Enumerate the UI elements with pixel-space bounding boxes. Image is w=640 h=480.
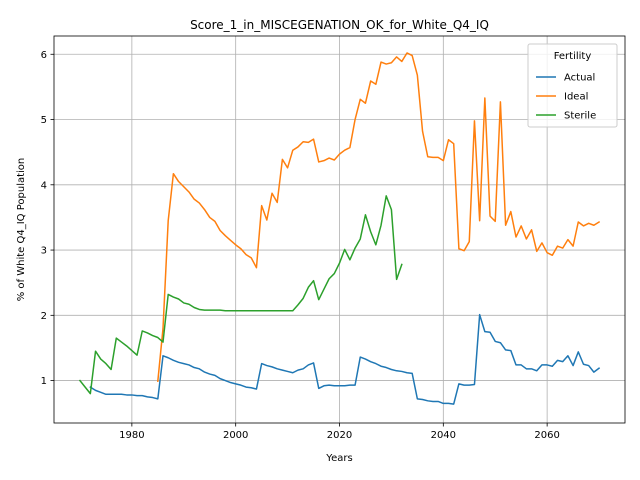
x-axis: 1980 2000 2020 2040 2060 bbox=[119, 423, 560, 441]
y-axis-label: % of White Q4_IQ Population bbox=[16, 158, 27, 302]
y-tick-label: 5 bbox=[41, 115, 47, 126]
y-tick-label: 2 bbox=[41, 311, 47, 322]
x-tick-label: 1980 bbox=[119, 430, 144, 441]
x-tick-label: 2020 bbox=[327, 430, 352, 441]
x-axis-label: Years bbox=[325, 453, 352, 464]
legend-box bbox=[527, 43, 618, 128]
legend-label: Ideal bbox=[564, 92, 588, 103]
series-line-ideal bbox=[157, 52, 601, 383]
x-tick-label: 2040 bbox=[431, 430, 456, 441]
legend-label: Sterile bbox=[564, 111, 596, 122]
series-line-sterile bbox=[78, 195, 403, 395]
chart-title: Score_1_in_MISCEGENATION_OK_for_White_Q4… bbox=[190, 18, 489, 32]
legend-item-ideal: Ideal bbox=[536, 92, 588, 103]
y-tick-label: 1 bbox=[41, 376, 47, 387]
x-tick-label: 2000 bbox=[223, 430, 248, 441]
y-axis: 1 2 3 4 5 6 bbox=[41, 50, 54, 387]
legend-title: Fertility bbox=[554, 51, 592, 62]
legend-label: Actual bbox=[564, 73, 595, 84]
y-tick-label: 4 bbox=[41, 180, 47, 191]
legend-item-sterile: Sterile bbox=[536, 111, 596, 122]
x-tick-label: 2060 bbox=[534, 430, 559, 441]
legend-item-actual: Actual bbox=[536, 73, 595, 84]
series-layer bbox=[78, 52, 601, 405]
legend-items: Actual Ideal Sterile bbox=[536, 73, 596, 122]
series-line-actual bbox=[89, 313, 601, 405]
legend: Fertility Actual Ideal Sterile bbox=[527, 43, 618, 128]
y-tick-label: 6 bbox=[41, 50, 47, 61]
y-tick-label: 3 bbox=[41, 246, 47, 257]
